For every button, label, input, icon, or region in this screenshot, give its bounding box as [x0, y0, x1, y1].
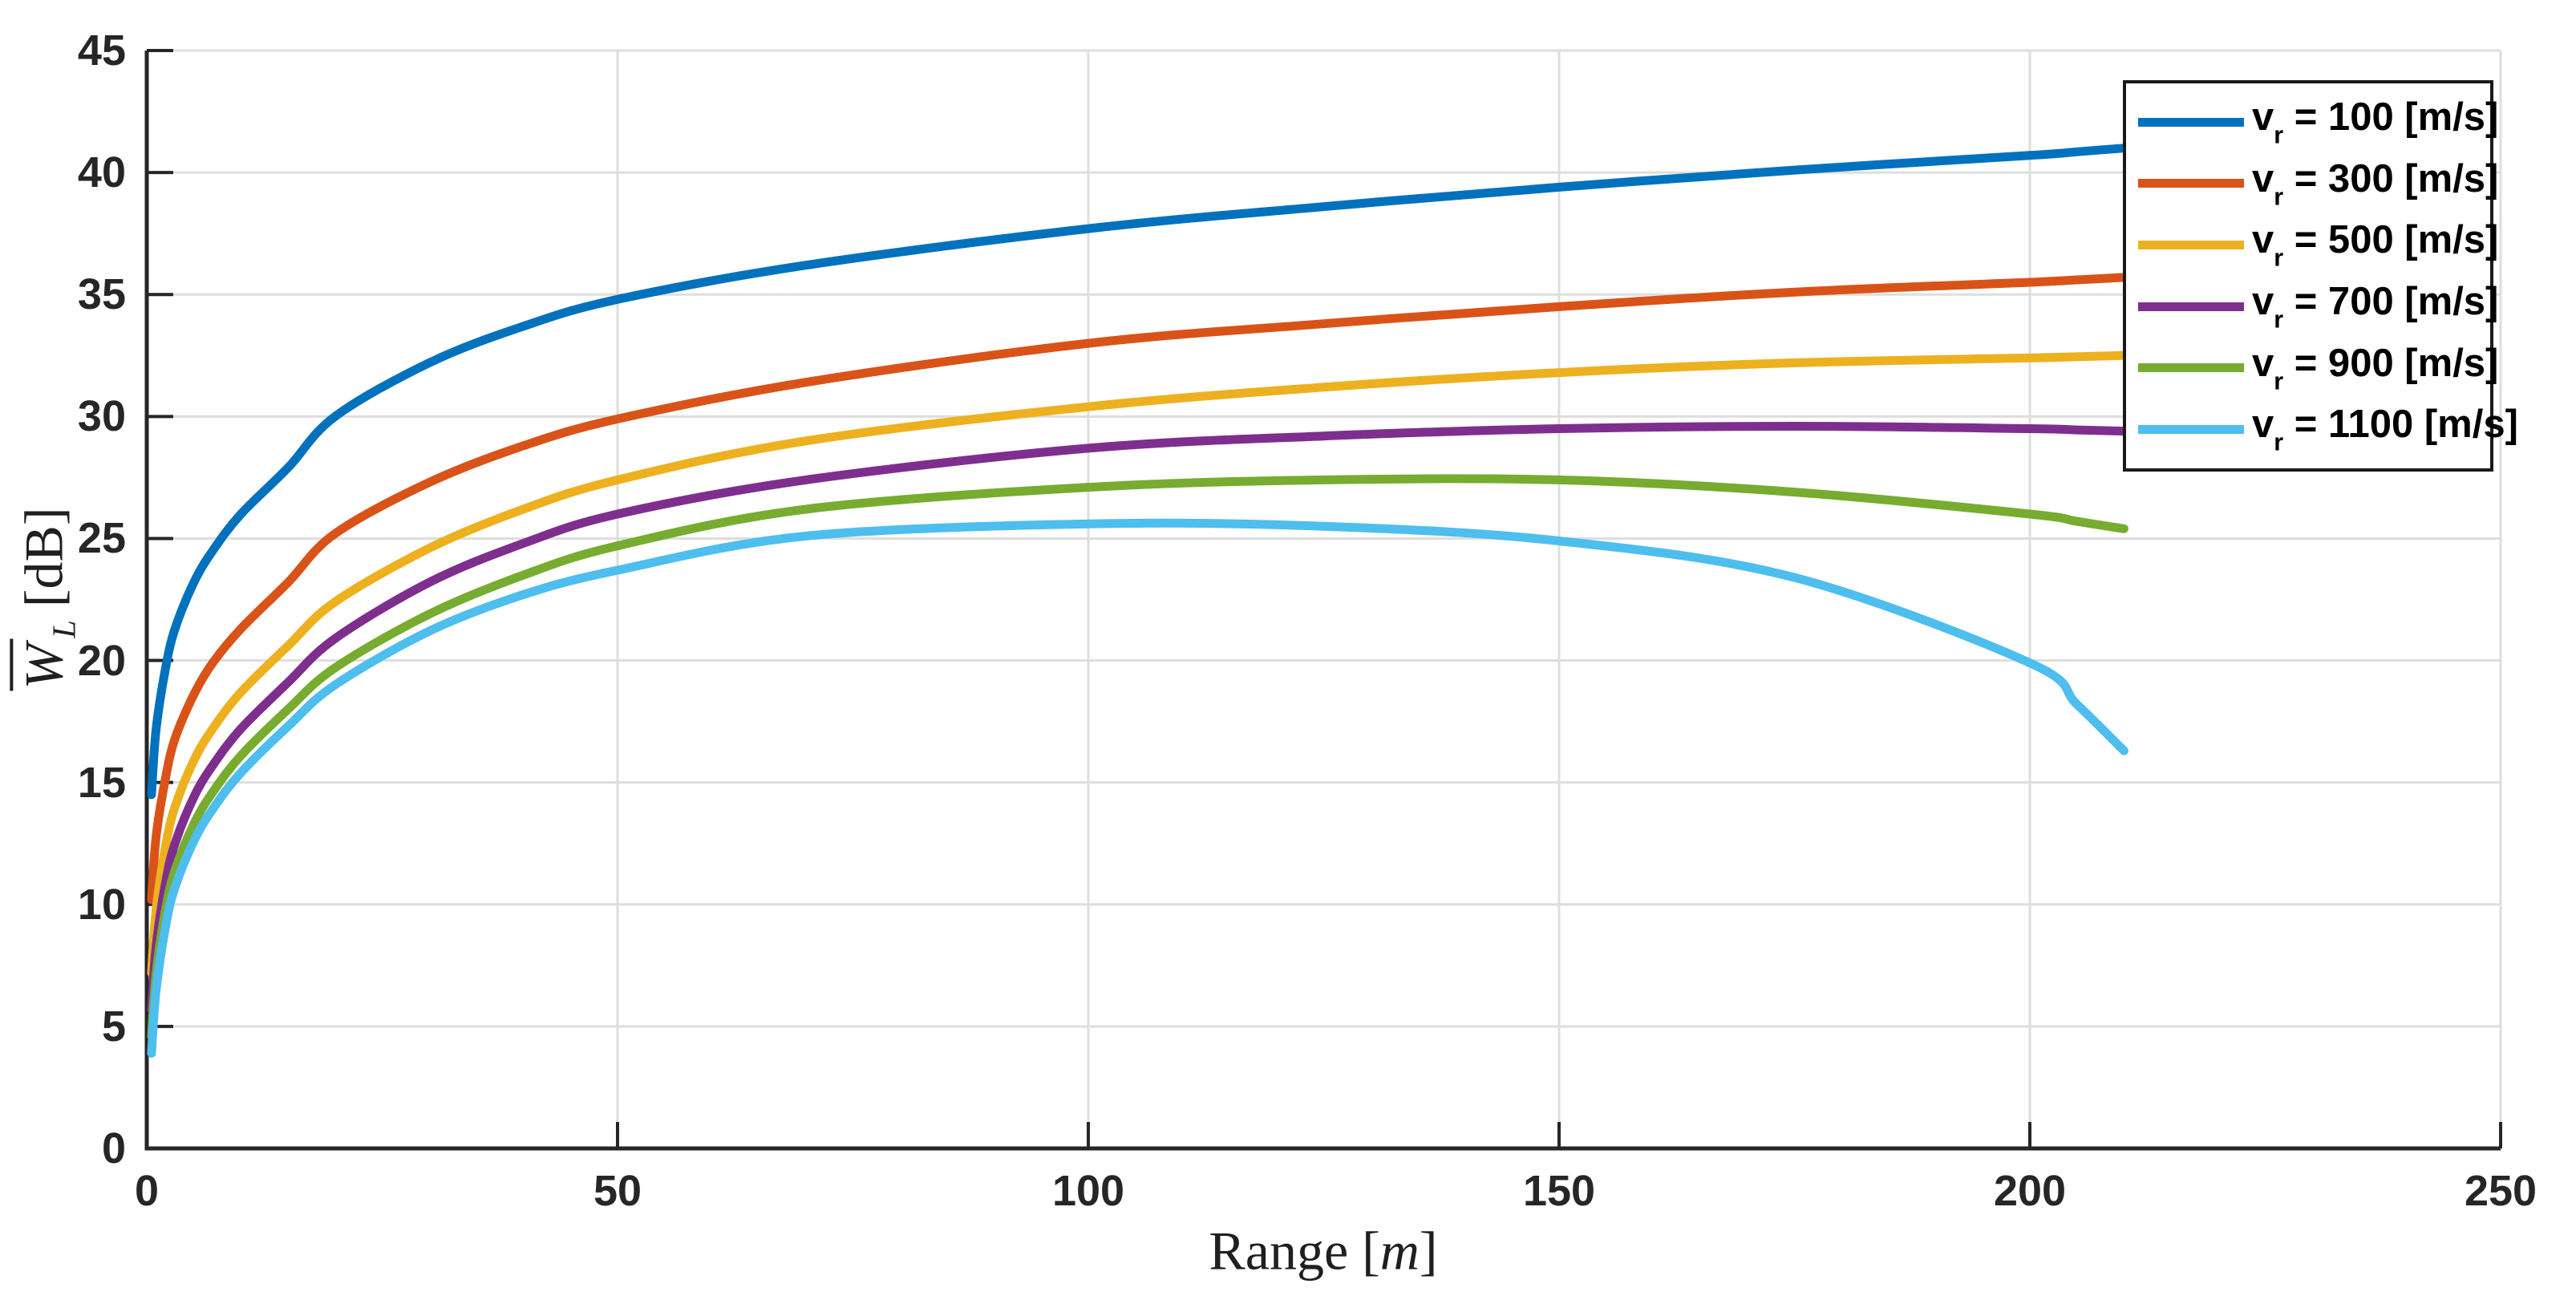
y-tick-label: 30	[77, 392, 126, 441]
series-line-vr-700	[147, 422, 2128, 1015]
legend-item-label: vr = 1100 [m/s]	[2252, 403, 2518, 456]
x-tick-label: 100	[1051, 1167, 1125, 1215]
x-axis-label-text: Range [	[1209, 1220, 1380, 1282]
y-tick-label: 10	[77, 880, 126, 929]
x-axis-unit-var: m	[1379, 1220, 1420, 1282]
y-tick-label: 20	[77, 636, 126, 685]
legend-item-label: vr = 700 [m/s]	[2252, 279, 2499, 334]
series-line-vr-900	[147, 474, 2128, 1041]
x-tick-label: 0	[134, 1167, 160, 1215]
y-tick-label: 25	[77, 514, 126, 563]
y-tick-label: 15	[77, 758, 126, 807]
y-axis-symbol: W	[10, 638, 74, 691]
legend-line-swatch	[2138, 425, 2244, 435]
legend-item-vr-300: vr = 300 [m/s]	[2126, 156, 2498, 212]
series-line-vr-100	[147, 144, 2128, 800]
legend-item-label: vr = 300 [m/s]	[2252, 156, 2499, 211]
y-tick-label: 35	[77, 270, 126, 319]
series-line-vr-1100	[147, 518, 2128, 1058]
y-tick-label: 45	[77, 26, 126, 75]
legend-item-vr-1100: vr = 1100 [m/s]	[2126, 402, 2518, 457]
y-tick-label: 5	[101, 1002, 126, 1051]
legend: vr = 100 [m/s] vr = 300 [m/s] vr = 500 [m/…	[2123, 80, 2518, 472]
legend-item-label: vr = 100 [m/s]	[2252, 95, 2499, 149]
x-tick-label: 200	[1993, 1167, 2067, 1215]
y-axis-subscript: L	[46, 620, 83, 638]
legend-line-swatch	[2138, 363, 2244, 373]
y-tick-label: 40	[77, 148, 126, 197]
legend-item-vr-100: vr = 100 [m/s]	[2126, 95, 2498, 150]
legend-item-label: vr = 500 [m/s]	[2252, 218, 2499, 272]
legend-line-swatch	[2138, 117, 2244, 127]
legend-line-swatch	[2138, 302, 2244, 311]
legend-item-vr-900: vr = 900 [m/s]	[2126, 341, 2498, 396]
series-line-vr-500	[147, 350, 2128, 978]
legend-line-swatch	[2138, 241, 2244, 250]
x-axis-label: Range [m]	[1209, 1220, 1437, 1283]
x-tick-label: 50	[593, 1167, 642, 1215]
legend-line-swatch	[2138, 179, 2244, 188]
legend-item-vr-500: vr = 500 [m/s]	[2126, 217, 2498, 273]
x-tick-label: 150	[1522, 1167, 1596, 1215]
x-axis-label-close: ]	[1419, 1220, 1438, 1282]
legend-item-label: vr = 900 [m/s]	[2252, 341, 2499, 395]
series-line-vr-300	[147, 273, 2128, 905]
y-axis-unit: [dB]	[13, 507, 75, 608]
x-tick-label: 250	[2464, 1167, 2538, 1215]
y-axis-label: WL [dB]	[10, 507, 83, 691]
y-tick-label: 0	[101, 1124, 126, 1172]
legend-item-vr-700: vr = 700 [m/s]	[2126, 279, 2498, 334]
